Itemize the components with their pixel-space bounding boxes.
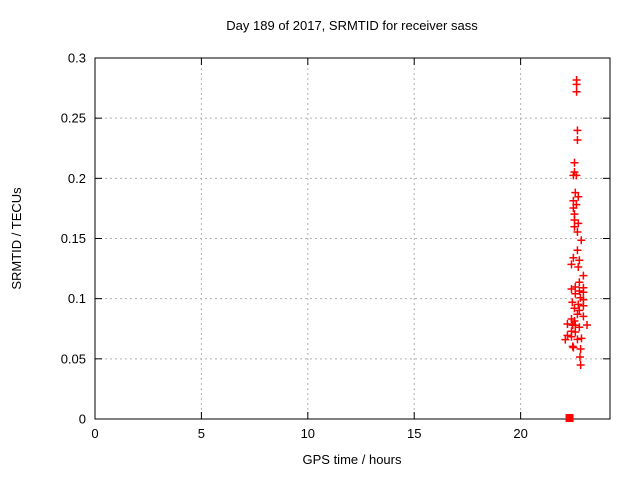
plus-marker [575, 286, 584, 295]
plus-marker [561, 335, 570, 344]
plus-marker [569, 204, 578, 213]
plus-marker [569, 343, 578, 352]
plus-marker [577, 236, 586, 245]
plus-marker [570, 222, 579, 231]
plus-marker [571, 289, 580, 298]
plus-marker [563, 331, 572, 340]
plus-marker [576, 360, 585, 369]
data-points [561, 76, 592, 423]
plus-marker [567, 285, 576, 294]
grid-lines [95, 58, 610, 419]
plus-marker [583, 321, 592, 330]
plus-marker [573, 246, 582, 255]
plus-marker [572, 87, 581, 96]
plus-marker [571, 321, 580, 330]
plus-marker [579, 312, 588, 321]
plus-marker [571, 327, 580, 336]
plus-marker [572, 80, 581, 89]
plus-marker [567, 260, 576, 269]
plus-marker [579, 301, 588, 310]
x-tick-label: 0 [91, 426, 98, 441]
x-axis-label: GPS time / hours [303, 452, 402, 467]
plus-marker [575, 306, 584, 315]
plus-marker [579, 288, 588, 297]
y-tick-label: 0.05 [61, 351, 86, 366]
chart-title: Day 189 of 2017, SRMTID for receiver sas… [226, 18, 478, 33]
plus-marker [573, 126, 582, 135]
plus-marker [573, 310, 582, 319]
plus-marker [574, 192, 583, 201]
plus-marker [568, 298, 577, 307]
y-tick-label: 0.25 [61, 111, 86, 126]
x-tick-label: 20 [513, 426, 527, 441]
tick-labels: 0 5 10 15 20 0 0.05 0.1 0.15 0.2 0.25 0.3 [61, 51, 528, 442]
plus-marker [575, 278, 584, 287]
plus-marker [576, 344, 585, 353]
x-tick-label: 15 [407, 426, 421, 441]
y-axis-label: SRMTID / TECUs [9, 187, 24, 290]
x-tick-label: 10 [301, 426, 315, 441]
plus-marker [572, 171, 581, 180]
plus-marker [574, 300, 583, 309]
plus-marker [573, 135, 582, 144]
plus-marker [575, 323, 584, 332]
plus-marker [569, 253, 578, 262]
plus-marker [570, 158, 579, 167]
plus-marker [577, 334, 586, 343]
x-tick-label: 5 [198, 426, 205, 441]
plus-marker [575, 353, 584, 362]
plus-marker [570, 304, 579, 313]
plus-marker [579, 271, 588, 280]
plus-marker [573, 228, 582, 237]
plus-marker [575, 256, 584, 265]
plus-marker [574, 263, 583, 272]
y-tick-label: 0.15 [61, 231, 86, 246]
y-tick-label: 0.1 [68, 291, 86, 306]
y-tick-label: 0.3 [68, 51, 86, 66]
plus-marker [573, 335, 582, 344]
plus-marker [571, 188, 580, 197]
plus-marker [567, 332, 576, 341]
y-tick-label: 0 [79, 412, 86, 427]
plot-border [94, 57, 611, 420]
square-marker [565, 414, 574, 423]
y-tick-label: 0.2 [68, 171, 86, 186]
axis-ticks [94, 57, 610, 420]
